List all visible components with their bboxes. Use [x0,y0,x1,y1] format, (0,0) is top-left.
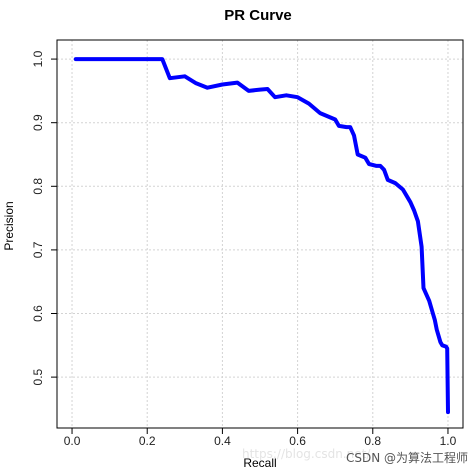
y-tick-label: 0.6 [31,305,45,322]
y-tick-label: 0.5 [31,368,45,385]
y-tick-label: 1.0 [31,50,45,67]
x-tick-label: 0.6 [289,434,306,448]
x-tick-label: 0.0 [64,434,81,448]
y-tick-label: 0.8 [31,178,45,195]
watermark-credit: CSDN @为算法工程师 [346,450,468,465]
x-tick-label: 0.2 [139,434,156,448]
y-ticks: 0.5 0.6 0.7 0.8 0.9 1.0 [31,50,57,385]
chart-title: PR Curve [224,7,292,24]
y-tick-label: 0.9 [31,114,45,131]
watermark-url: https://blog.csdn.net/ [242,447,371,461]
y-tick-label: 0.7 [31,241,45,258]
x-tick-label: 0.8 [364,434,381,448]
y-axis-label: Precision [2,201,16,250]
grid-lines [57,40,463,428]
x-tick-label: 0.4 [214,434,231,448]
x-axis-label: Recall [243,456,276,470]
x-tick-label: 1.0 [440,434,457,448]
x-ticks: 0.0 0.2 0.4 0.6 0.8 1.0 [64,428,457,448]
pr-curve-line [73,57,450,415]
